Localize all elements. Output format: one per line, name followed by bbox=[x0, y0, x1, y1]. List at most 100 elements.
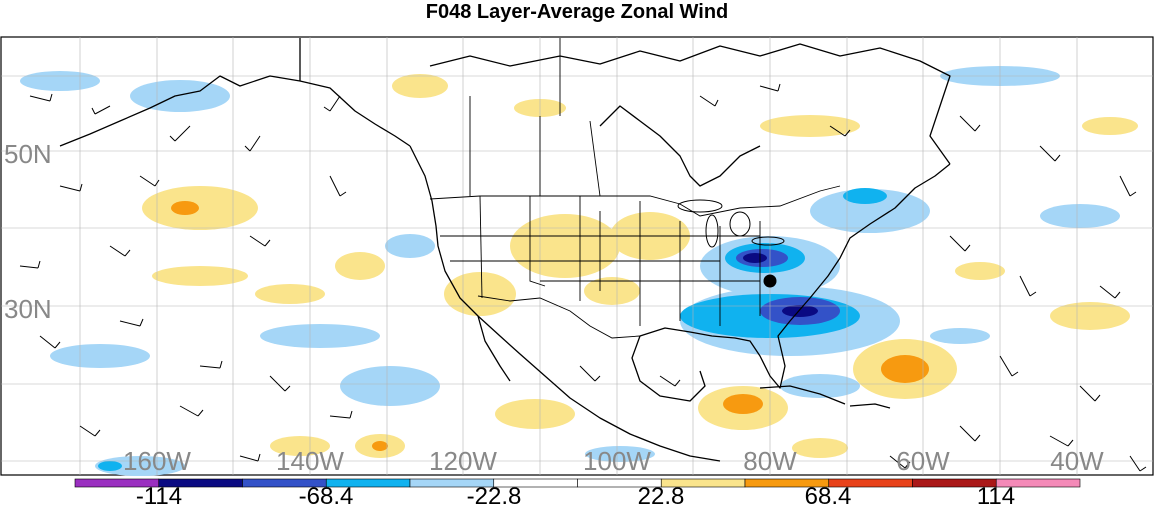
shade-negative bbox=[130, 80, 230, 112]
wind-barb bbox=[959, 425, 981, 442]
coastlines bbox=[59, 38, 951, 462]
wind-barb bbox=[1039, 145, 1061, 162]
map-title: F048 Layer-Average Zonal Wind bbox=[425, 1, 729, 23]
graticule bbox=[1, 37, 1153, 475]
wind-barb bbox=[169, 125, 191, 142]
wind-barb bbox=[959, 115, 981, 132]
lon-label-160w: 160W bbox=[123, 446, 191, 476]
wind-barb bbox=[91, 105, 111, 115]
wind-barb bbox=[39, 335, 61, 349]
colorbar bbox=[74, 478, 1081, 488]
wind-barb bbox=[329, 410, 353, 419]
wind-barb bbox=[579, 365, 601, 382]
wind-barb bbox=[1049, 435, 1074, 447]
shade-negative bbox=[743, 253, 767, 263]
wind-barb bbox=[329, 175, 347, 197]
shade-positive bbox=[270, 436, 330, 456]
shade-negative bbox=[385, 234, 435, 258]
shade-negative bbox=[843, 188, 887, 204]
shade-negative bbox=[340, 366, 440, 406]
lat-label-50n: 50N bbox=[4, 139, 52, 169]
lake-michigan bbox=[705, 214, 719, 248]
shade-positive bbox=[142, 186, 258, 230]
wind-barb bbox=[199, 360, 223, 369]
wind-barb bbox=[1019, 275, 1037, 297]
wind-barb bbox=[999, 355, 1019, 377]
shade-positive bbox=[955, 262, 1005, 280]
wind-barbs bbox=[19, 83, 1147, 472]
shade-negative bbox=[780, 374, 860, 398]
shade-negative bbox=[20, 71, 100, 91]
wind-barb bbox=[323, 95, 341, 112]
colorbar-label: -22.8 bbox=[466, 483, 522, 510]
wind-barb bbox=[889, 455, 911, 469]
lon-label-140w: 140W bbox=[276, 446, 344, 476]
shade-positive bbox=[171, 201, 199, 215]
colorbar-label: 114 bbox=[976, 483, 1016, 510]
gulf-coast bbox=[639, 163, 951, 389]
wind-barb bbox=[109, 245, 131, 257]
hispaniola bbox=[849, 403, 891, 409]
hudson-bay bbox=[599, 105, 761, 187]
wind-map: 50N 30N 160W 140W 120W 100W 80W 60W 40W bbox=[0, 36, 1154, 476]
lat-label-30n: 30N bbox=[4, 294, 52, 324]
state-line bbox=[529, 196, 546, 287]
wind-barb bbox=[19, 260, 41, 269]
colorbar-swatch bbox=[995, 478, 1081, 488]
arctic-coast bbox=[429, 43, 951, 165]
shade-positive bbox=[1082, 117, 1138, 135]
shade-negative bbox=[585, 446, 655, 462]
shade-positive bbox=[584, 277, 640, 305]
wind-barb bbox=[1099, 285, 1121, 299]
colorbar-swatches bbox=[74, 478, 1081, 488]
lake-superior bbox=[677, 199, 723, 213]
shade-positive bbox=[760, 115, 860, 137]
wind-barb bbox=[29, 93, 53, 102]
wind-barb bbox=[759, 83, 781, 92]
north-america-west-coast bbox=[409, 145, 721, 462]
shade-positive bbox=[495, 399, 575, 429]
colorbar-label: 22.8 bbox=[637, 483, 685, 510]
shade-negative bbox=[50, 344, 150, 368]
shade-positive bbox=[510, 214, 620, 278]
state-line bbox=[479, 195, 483, 299]
wind-barb bbox=[829, 125, 851, 137]
lake-huron bbox=[729, 211, 751, 237]
wind-barb bbox=[269, 375, 291, 392]
shade-positive bbox=[1050, 302, 1130, 330]
province-line bbox=[589, 120, 601, 197]
wind-barb bbox=[699, 95, 719, 107]
wind-barb bbox=[244, 135, 261, 152]
wind-barb bbox=[119, 318, 144, 327]
shade-positive bbox=[881, 355, 929, 383]
baja-california bbox=[477, 315, 511, 382]
shade-negative bbox=[260, 324, 380, 348]
colorbar-label: 68.4 bbox=[804, 483, 852, 510]
colorbar-label: -114 bbox=[135, 483, 183, 510]
shade-negative bbox=[930, 328, 990, 344]
wind-barb bbox=[79, 425, 101, 437]
lon-label-80w: 80W bbox=[743, 446, 797, 476]
lon-label-60w: 60W bbox=[896, 446, 950, 476]
shade-negative bbox=[782, 305, 818, 317]
shade-positive bbox=[723, 394, 763, 414]
shade-positive bbox=[152, 266, 248, 286]
wind-barb bbox=[1129, 455, 1147, 472]
wind-barb bbox=[949, 235, 971, 252]
shade-positive bbox=[255, 284, 325, 304]
us-mexico-border bbox=[477, 295, 641, 339]
cuba bbox=[759, 385, 846, 405]
lon-label-120w: 120W bbox=[429, 446, 497, 476]
wind-barb bbox=[139, 175, 160, 187]
wind-barb bbox=[179, 405, 204, 417]
shade-positive bbox=[392, 74, 448, 98]
lake-erie bbox=[751, 236, 785, 246]
wind-barb bbox=[1079, 385, 1101, 402]
yucatan-coast bbox=[631, 335, 706, 402]
shade-negative bbox=[810, 189, 930, 233]
shade-positive bbox=[372, 441, 388, 451]
shade-negative bbox=[98, 461, 122, 471]
shade-positive bbox=[792, 438, 848, 458]
colorbar-label: -68.4 bbox=[298, 483, 354, 510]
lon-label-40w: 40W bbox=[1050, 446, 1104, 476]
